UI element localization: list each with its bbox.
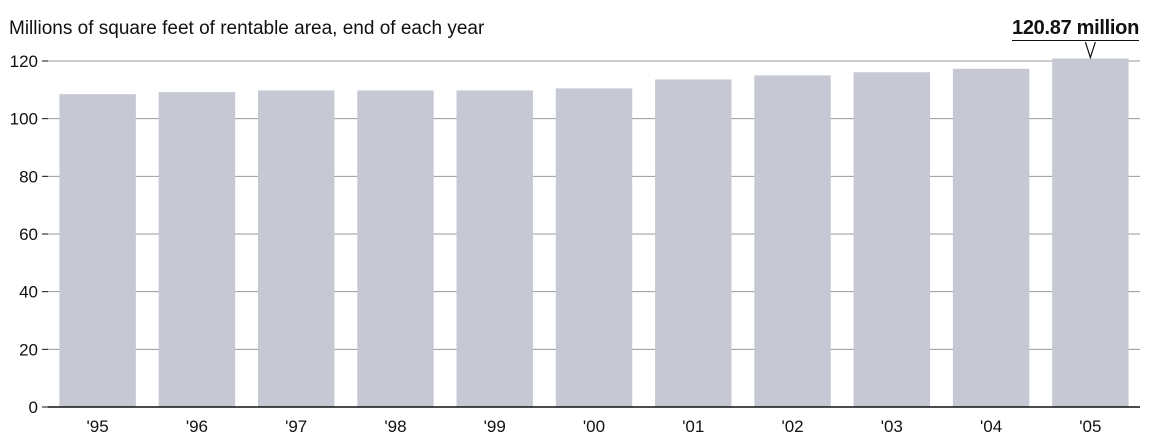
x-tick-label: '01 xyxy=(682,417,704,433)
y-tick-label: 80 xyxy=(19,167,38,186)
x-tick-label: '97 xyxy=(285,417,307,433)
x-tick-label: '98 xyxy=(384,417,406,433)
y-tick-label: 120 xyxy=(10,52,38,71)
x-tick-label: '04 xyxy=(980,417,1002,433)
bar xyxy=(158,92,236,407)
y-tick-label: 40 xyxy=(19,283,38,302)
bar xyxy=(456,90,533,407)
x-tick-label: '03 xyxy=(881,417,903,433)
callout-pointer xyxy=(1084,41,1096,60)
bar xyxy=(1052,58,1129,407)
x-tick-label: '00 xyxy=(583,417,605,433)
bar xyxy=(257,90,335,407)
x-tick-label: '99 xyxy=(484,417,506,433)
bar xyxy=(853,72,931,408)
bar xyxy=(655,79,732,407)
chart-subtitle: Millions of square feet of rentable area… xyxy=(9,18,485,39)
x-tick-label: '05 xyxy=(1079,417,1101,433)
y-tick-label: 100 xyxy=(10,110,38,129)
axes xyxy=(42,41,1140,408)
x-tick-label: '02 xyxy=(781,417,803,433)
x-tick-label: '95 xyxy=(87,417,109,433)
value-callout: 120.87 million xyxy=(1012,17,1139,41)
y-tick-label: 20 xyxy=(19,340,38,359)
bar xyxy=(555,88,633,408)
x-tick-label: '96 xyxy=(186,417,208,433)
y-tick-label: 60 xyxy=(19,225,38,244)
bar xyxy=(754,75,831,408)
tick-labels: 0 20 40 60 80 100 120 '95 '96 '97 '98 '99 '00 '01 '02 '… xyxy=(10,52,1102,433)
y-tick-label: 0 xyxy=(29,398,38,417)
bar xyxy=(357,90,434,407)
bar xyxy=(952,68,1030,407)
bars xyxy=(59,58,1129,408)
bar xyxy=(59,94,136,408)
